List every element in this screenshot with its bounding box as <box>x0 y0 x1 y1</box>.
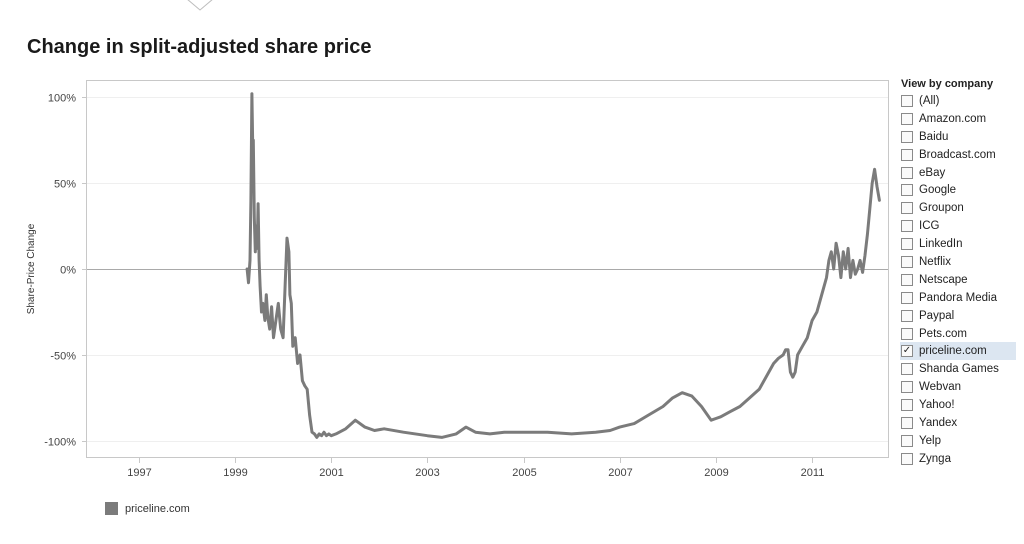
company-filter: View by company (All) Amazon.com Baidu Broa… <box>900 77 1024 468</box>
filter-option-label: ICG <box>919 220 940 233</box>
checkbox-icon[interactable] <box>901 202 913 215</box>
filter-option[interactable]: Amazon.com <box>900 110 1016 128</box>
filter-option[interactable]: ICG <box>900 217 1016 235</box>
checkbox-icon[interactable] <box>901 363 913 376</box>
chart-title: Change in split-adjusted share price <box>27 36 372 58</box>
checkbox-icon[interactable] <box>901 452 913 465</box>
filter-option[interactable]: Paypal <box>900 307 1016 325</box>
legend: priceline.com <box>105 502 190 515</box>
filter-option[interactable]: (All) <box>900 92 1016 110</box>
x-tick-label: 1997 <box>127 467 151 479</box>
filter-option-label: Yelp <box>919 434 941 447</box>
filter-option[interactable]: Yelp <box>900 432 1016 450</box>
filter-option[interactable]: LinkedIn <box>900 235 1016 253</box>
filter-option[interactable]: Yahoo! <box>900 396 1016 414</box>
series-line[interactable] <box>245 92 881 439</box>
filter-option[interactable]: Shanda Games <box>900 360 1016 378</box>
filter-option-label: Paypal <box>919 309 955 322</box>
filter-option[interactable]: Groupon <box>900 199 1016 217</box>
x-tick-label: 2005 <box>512 467 536 479</box>
checkbox-icon[interactable] <box>901 166 913 179</box>
filter-option-label: Zynga <box>919 452 951 465</box>
filter-option-label: Pandora Media <box>919 291 997 304</box>
y-axis-label: Share-Price Change <box>26 223 37 314</box>
filter-option-label: Netflix <box>919 255 951 268</box>
grid-lines <box>86 97 889 442</box>
checkbox-icon[interactable] <box>901 416 913 429</box>
filter-option[interactable]: Pandora Media <box>900 289 1016 307</box>
checkbox-icon[interactable] <box>901 327 913 340</box>
checkbox-icon[interactable] <box>901 291 913 304</box>
filter-option-label: Google <box>919 184 957 197</box>
legend-label: priceline.com <box>125 502 190 515</box>
filter-option[interactable]: Baidu <box>900 128 1016 146</box>
legend-swatch <box>105 502 118 515</box>
series-group <box>245 92 881 439</box>
filter-list: (All) Amazon.com Baidu Broadcast.com eBay Goo… <box>900 92 1024 468</box>
y-tick-label: -100% <box>44 437 76 449</box>
filter-option-label: Baidu <box>919 130 949 143</box>
line-chart: 100% 50% 0% -50% -100% 1997 1999 2001 2003 2005 2… <box>26 80 889 479</box>
checkbox-icon[interactable] <box>901 94 913 107</box>
checkbox-icon[interactable] <box>901 130 913 143</box>
filter-title: View by company <box>901 78 994 90</box>
filter-option-label: Amazon.com <box>919 112 987 125</box>
filter-option-label: Yahoo! <box>919 399 955 412</box>
filter-option[interactable]: Webvan <box>900 378 1016 396</box>
x-tick-label: 2001 <box>319 467 343 479</box>
filter-option-label: (All) <box>919 94 940 107</box>
filter-option[interactable]: eBay <box>900 164 1016 182</box>
filter-option-label: eBay <box>919 166 946 179</box>
y-tick-label: 0% <box>60 265 76 277</box>
checkbox-icon[interactable] <box>901 399 913 412</box>
filter-option-label: Pets.com <box>919 327 967 340</box>
filter-option[interactable]: Pets.com <box>900 325 1016 343</box>
filter-option-label: Yandex <box>919 416 958 429</box>
checkbox-icon[interactable] <box>901 381 913 394</box>
filter-option-label: priceline.com <box>919 345 987 358</box>
y-tick-label: 100% <box>48 93 76 105</box>
checkbox-icon[interactable]: ✓ <box>901 345 913 358</box>
filter-option-label: LinkedIn <box>919 238 963 251</box>
chevron-down-icon[interactable] <box>186 0 216 12</box>
y-tick-label: 50% <box>54 179 76 191</box>
plot-frame <box>86 80 889 458</box>
x-tick-label: 2009 <box>704 467 728 479</box>
checkbox-icon[interactable] <box>901 273 913 286</box>
filter-option-label: Broadcast.com <box>919 148 996 161</box>
filter-option-label: Netscape <box>919 273 968 286</box>
y-axis: 100% 50% 0% -50% -100% <box>44 93 86 449</box>
filter-option-label: Webvan <box>919 381 961 394</box>
checkbox-icon[interactable] <box>901 184 913 197</box>
filter-option[interactable]: Yandex <box>900 414 1016 432</box>
filter-option[interactable]: Zynga <box>900 450 1016 468</box>
checkbox-icon[interactable] <box>901 148 913 161</box>
filter-option[interactable]: Netflix <box>900 253 1016 271</box>
checkbox-icon[interactable] <box>901 255 913 268</box>
filter-option[interactable]: Google <box>900 181 1016 199</box>
filter-option[interactable]: Broadcast.com <box>900 146 1016 164</box>
filter-option[interactable]: ✓ priceline.com <box>900 342 1016 361</box>
x-tick-label: 2011 <box>801 467 825 479</box>
checkbox-icon[interactable] <box>901 434 913 447</box>
checkbox-icon[interactable] <box>901 220 913 233</box>
filter-option-label: Groupon <box>919 202 964 215</box>
x-tick-label: 1999 <box>223 467 247 479</box>
checkbox-icon[interactable] <box>901 238 913 251</box>
checkbox-icon[interactable] <box>901 112 913 125</box>
filter-option[interactable]: Netscape <box>900 271 1016 289</box>
filter-option-label: Shanda Games <box>919 363 999 376</box>
x-axis: 1997 1999 2001 2003 2005 2007 2009 2011 <box>127 458 824 479</box>
x-tick-label: 2003 <box>415 467 439 479</box>
x-tick-label: 2007 <box>608 467 632 479</box>
y-tick-label: -50% <box>50 351 76 363</box>
checkbox-icon[interactable] <box>901 309 913 322</box>
